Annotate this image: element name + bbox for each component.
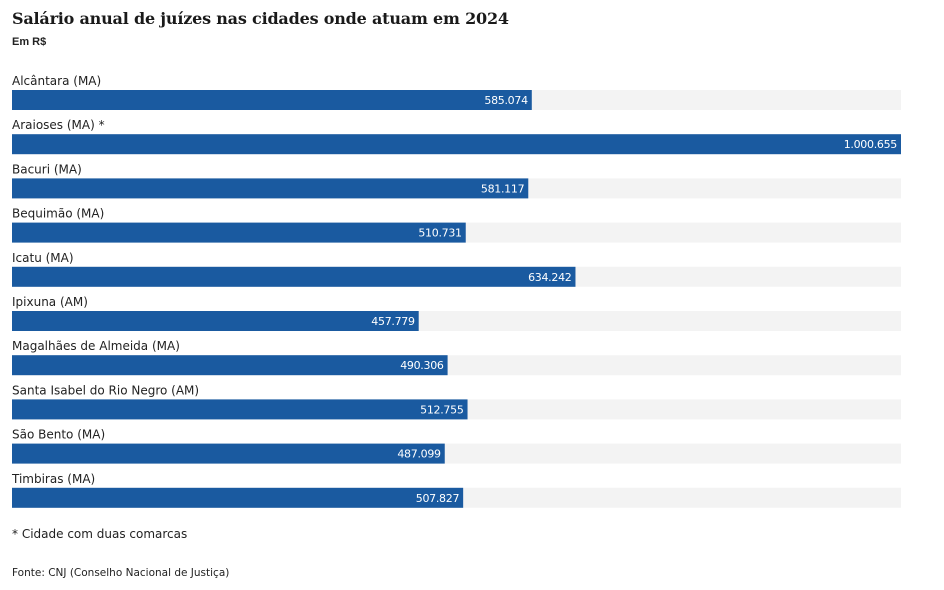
bar <box>12 355 448 376</box>
bar <box>12 134 901 155</box>
category-label: Bequimão (MA) <box>12 207 104 221</box>
category-label: Bacuri (MA) <box>12 162 82 176</box>
value-label: 634.242 <box>528 271 571 284</box>
value-label: 507.827 <box>416 492 460 505</box>
value-label: 510.731 <box>418 227 461 240</box>
value-label: 512.755 <box>420 403 464 416</box>
bar <box>12 90 532 110</box>
category-label: Magalhães de Almeida (MA) <box>12 339 180 353</box>
bar <box>12 222 466 243</box>
bar <box>12 399 468 420</box>
bar-chart: Alcântara (MA) 585.074 Araioses (MA) * 1.00… <box>11 74 901 508</box>
chart-title: Salário anual de juízes nas cidades onde… <box>12 9 509 28</box>
category-label: Ipixuna (AM) <box>12 295 88 309</box>
footnote: * Cidade com duas comarcas <box>12 527 188 541</box>
bar <box>12 178 529 199</box>
category-label: Araioses (MA) * <box>12 118 105 132</box>
value-label: 585.074 <box>484 94 528 107</box>
source-note: Fonte: CNJ (Conselho Nacional de Justiça… <box>12 567 230 579</box>
category-label: São Bento (MA) <box>12 428 105 442</box>
category-label: Timbiras (MA) <box>11 472 95 486</box>
category-label: Santa Isabel do Rio Negro (AM) <box>12 383 199 397</box>
value-label: 487.099 <box>397 448 441 461</box>
bar <box>12 443 445 464</box>
category-label: Alcântara (MA) <box>12 74 101 88</box>
bar <box>12 266 576 287</box>
value-label: 581.117 <box>481 182 525 195</box>
value-label: 1.000.655 <box>844 138 898 151</box>
category-label: Icatu (MA) <box>12 251 74 265</box>
chart-subtitle: Em R$ <box>12 36 47 48</box>
bar <box>12 487 464 508</box>
value-label: 490.306 <box>400 359 444 372</box>
value-label: 457.779 <box>371 315 415 328</box>
bar <box>12 311 419 331</box>
